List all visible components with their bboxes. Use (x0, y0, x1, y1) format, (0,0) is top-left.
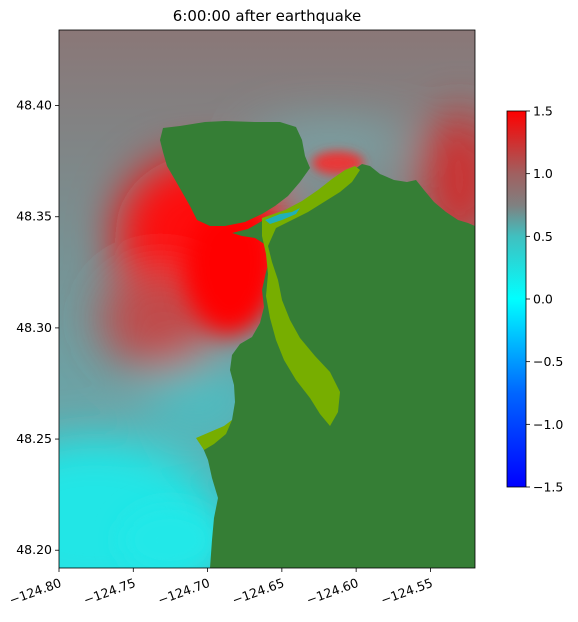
y-tick-label: 48.25 (16, 431, 52, 446)
x-tick-label: −124.60 (304, 575, 360, 608)
x-axis: −124.80 −124.75 −124.70 −124.65 −124.60 −124.… (7, 568, 435, 608)
intertidal-spit (196, 420, 232, 450)
colorbar-tick-label: −1.5 (533, 480, 563, 495)
colorbar-tick-label: −1.0 (533, 417, 563, 432)
plot-frame (58, 29, 476, 569)
y-tick-label: 48.40 (16, 98, 52, 113)
x-tick-label: −124.75 (81, 575, 137, 608)
colorbar-gradient (506, 110, 527, 488)
plot-area (59, 30, 475, 568)
colorbar: 1.5 1.0 0.5 0.0 −0.5 −1.0 −1.5 (506, 104, 563, 495)
peninsula-land (160, 121, 310, 226)
channel-water (265, 208, 300, 224)
sea-coast-low-anomaly (120, 505, 220, 568)
y-tick-label: 48.20 (16, 542, 52, 557)
colorbar-tick-label: 0.0 (533, 292, 553, 307)
y-axis: 48.20 48.25 48.30 48.35 48.40 (16, 98, 59, 557)
colorbar-tick-label: −0.5 (533, 354, 563, 369)
x-tick-label: −124.65 (230, 575, 286, 608)
intertidal-flat (262, 166, 360, 426)
colorbar-ticks: 1.5 1.0 0.5 0.0 −0.5 −1.0 −1.5 (526, 104, 563, 495)
y-tick-label: 48.35 (16, 209, 52, 224)
x-tick-label: −124.80 (7, 575, 63, 608)
x-tick-label: −124.55 (379, 575, 435, 608)
colorbar-tick-label: 1.5 (533, 104, 553, 119)
colorbar-tick-label: 1.0 (533, 166, 553, 181)
colorbar-tick-label: 0.5 (533, 229, 553, 244)
x-tick-label: −124.70 (156, 575, 212, 608)
chart-title: 6:00:00 after earthquake (173, 7, 361, 25)
y-tick-label: 48.30 (16, 320, 52, 335)
sea-mid-anomaly (145, 360, 255, 440)
